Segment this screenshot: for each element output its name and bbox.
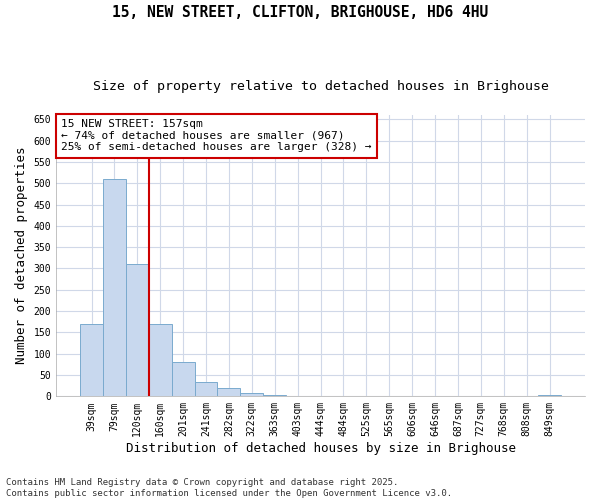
Text: Contains HM Land Registry data © Crown copyright and database right 2025.
Contai: Contains HM Land Registry data © Crown c…: [6, 478, 452, 498]
X-axis label: Distribution of detached houses by size in Brighouse: Distribution of detached houses by size …: [125, 442, 515, 455]
Title: Size of property relative to detached houses in Brighouse: Size of property relative to detached ho…: [92, 80, 548, 93]
Bar: [241, 393, 263, 396]
Bar: [103, 179, 126, 396]
Text: 15 NEW STREET: 157sqm
← 74% of detached houses are smaller (967)
25% of semi-det: 15 NEW STREET: 157sqm ← 74% of detached …: [61, 119, 372, 152]
Bar: [194, 382, 217, 396]
Bar: [126, 264, 149, 396]
Y-axis label: Number of detached properties: Number of detached properties: [15, 147, 28, 364]
Bar: [217, 388, 241, 396]
Bar: [80, 324, 103, 396]
Text: 15, NEW STREET, CLIFTON, BRIGHOUSE, HD6 4HU: 15, NEW STREET, CLIFTON, BRIGHOUSE, HD6 …: [112, 5, 488, 20]
Bar: [172, 362, 194, 396]
Bar: [149, 324, 172, 396]
Bar: [263, 395, 286, 396]
Bar: [538, 395, 561, 396]
